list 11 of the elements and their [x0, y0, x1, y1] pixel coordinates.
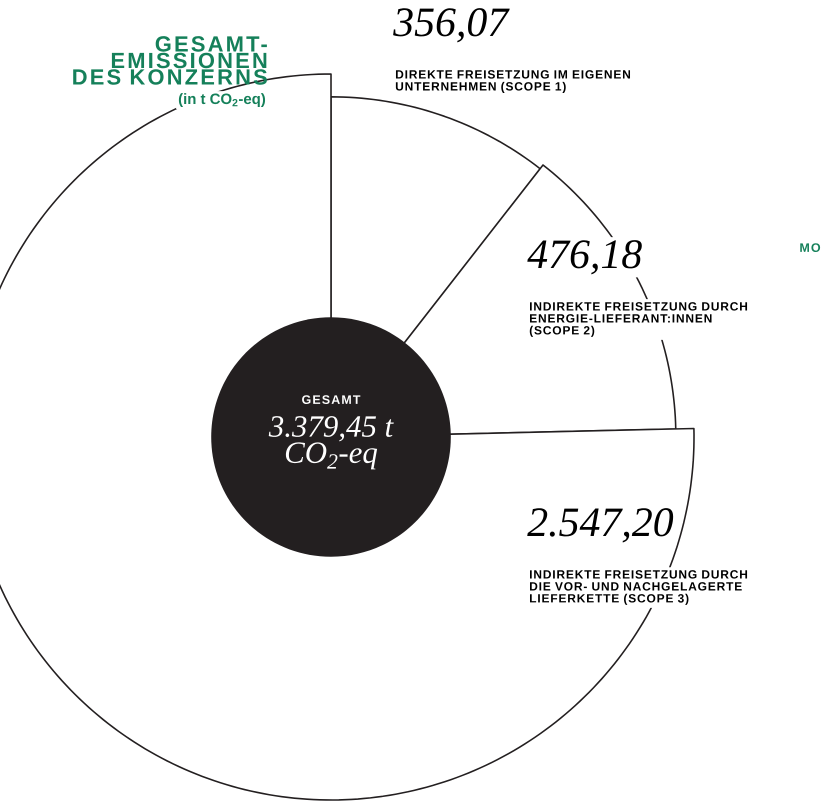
slice-label: DIREKTE FREISETZUNG IM EIGENEN UNTERNEHMEN (SCOPE 1): [396, 70, 630, 93]
data-label: 356,07: [393, 8, 510, 42]
text: (in t CO$_{2}$-eq): [178, 93, 266, 108]
data-label: 476,18: [527, 240, 642, 274]
text: 3.379,45 t CO$_{2}$-eq: [268, 416, 394, 470]
text: GESAMT-EMISSIONEN DES KONZERNS: [73, 36, 267, 85]
slice-label: INDIREKTE FREISETZUNG DURCH ENERGIE-LIEFERANT:INNEN (SCOPE 2): [530, 302, 748, 337]
data-label: 2.547,20: [527, 508, 674, 542]
text: MO: [800, 243, 820, 252]
slice-label: INDIREKTE FREISETZUNG DURCH DIE VOR- UND NACHGELAGERTE LIEFERKETTE (SCOPE 3): [530, 570, 748, 605]
text: GESAMT: [302, 395, 360, 404]
